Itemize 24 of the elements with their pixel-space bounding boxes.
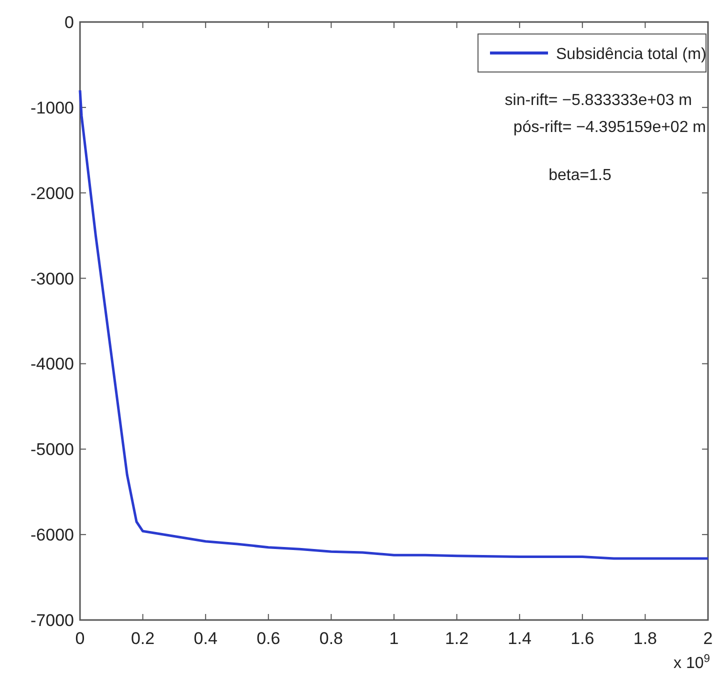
y-tick-label: -1000 [30,98,74,118]
x-tick-label: 0.6 [256,629,280,648]
annotation: sin-rift= −5.833333e+03 m [504,92,692,109]
y-tick-label: -3000 [30,269,74,288]
x-tick-label: 1 [389,629,399,648]
line-series [78,89,710,560]
x-tick-label: 0.8 [319,629,344,648]
y-tick-label: -2000 [30,184,74,203]
annotation: pós-rift= −4.395159e+02 m [513,119,706,136]
y-tick-label: -4000 [30,354,74,374]
x-tick-label: 2 [703,629,713,648]
y-tick-label: -5000 [30,440,74,460]
x-tick-label: 1.6 [570,629,594,648]
x-tick-label: 1.2 [444,629,469,648]
y-tick-label: -6000 [30,526,74,545]
text: x 10$^{9}$ [674,653,710,672]
x-tick-label: 1.8 [633,629,658,648]
annotation: beta=1.5 [548,167,612,184]
x-tick-label: 1.4 [508,629,532,648]
x-tick-label: 0.2 [130,629,155,648]
y-tick-label: -7000 [30,611,74,630]
x-tick-label: 0.4 [194,629,218,648]
legend-label: Subsidência total (m) [556,46,706,63]
y-tick-label: 0 [64,13,74,32]
